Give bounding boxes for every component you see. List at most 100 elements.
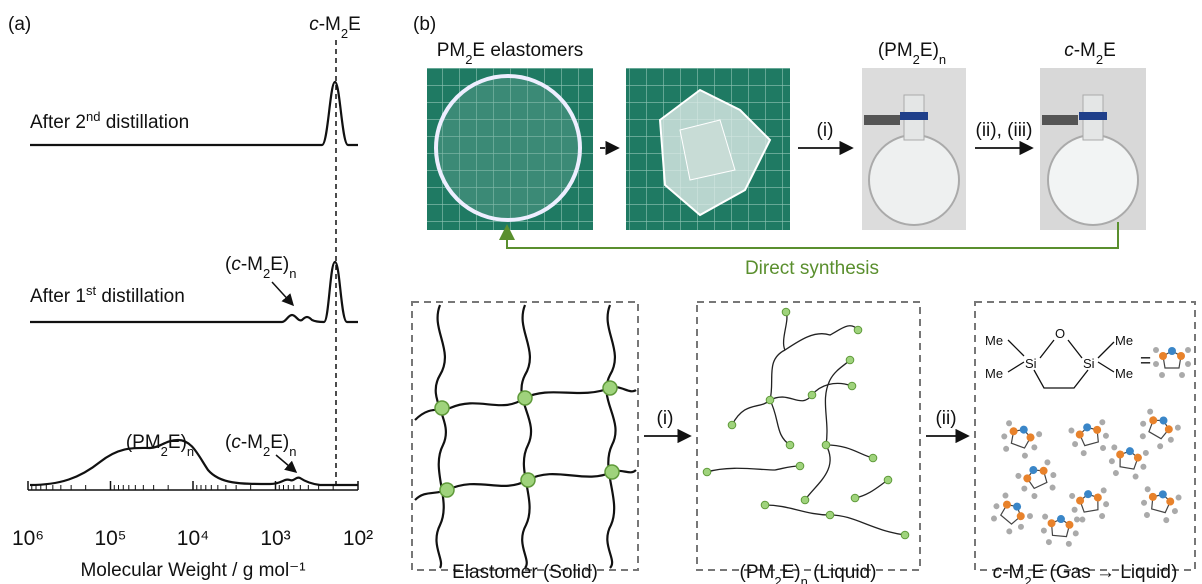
node [703,468,711,476]
hydrogen [1156,442,1164,450]
bonds [1008,340,1114,388]
node [808,391,816,399]
hydrogen [1043,458,1051,466]
panel-label: (a) [8,14,31,35]
hydrogen [1099,419,1106,426]
hydrogen [1179,372,1185,378]
hydrogen [1099,513,1106,520]
monomer [1040,513,1081,547]
hydrogen [1139,420,1147,428]
monomer [1153,347,1191,378]
x-tick-label: 10² [343,527,373,550]
node [782,308,790,316]
hydrogen [992,502,1000,510]
atom [1177,352,1185,360]
annotation: (c-M2E)n [225,432,296,459]
monomers [985,347,1191,548]
node [605,465,619,479]
clamp-ring [1079,112,1107,120]
feedback-arrow [507,222,1118,248]
node [728,421,736,429]
atom [1028,465,1039,476]
crosslinks [435,381,619,497]
hydrogen [1035,430,1043,438]
figure: (a) c-M2E After 2nd distillation (c-M2E)… [0,0,1202,584]
hydrogen [1071,506,1078,513]
monomer [1138,486,1183,526]
hydrogen [1142,449,1149,456]
panel-label: (b) [413,14,436,35]
chain [521,305,531,568]
hydrogen [1171,507,1178,514]
box-label: Elastomer (Solid) [452,562,598,583]
hydrogen [1112,470,1119,477]
atom [1148,492,1158,502]
monomer [1014,458,1062,502]
atom-label: Me [1115,333,1133,348]
atom [1116,450,1125,459]
atom [1022,473,1033,484]
x-tick-label: 10⁶ [12,527,44,550]
node [603,381,617,395]
hydrogen [1108,458,1115,465]
chain [770,400,790,445]
flask [1048,135,1138,225]
box-label: c-M2E (Gas → Liquid) [993,562,1178,584]
monomer [1107,444,1150,481]
hydrogen [1140,499,1147,506]
atom [1008,426,1018,436]
scheme-box [697,302,920,570]
step-label: (ii) [935,408,956,429]
hydrogen [1030,492,1038,500]
hydrogen [1099,444,1106,451]
hydrogen [1143,511,1150,518]
atom [1159,352,1167,360]
photo-label: (PM2E)n [878,40,946,67]
peak-label: c-M2E [309,14,361,41]
hydrogen [1066,541,1073,548]
atom [1092,425,1102,435]
photo-label: c-M2E [1064,40,1116,67]
hydrogen [1071,440,1078,447]
hydrogen [1185,361,1191,367]
molecule-structure: Me Me Si O Si Me Me = [985,326,1151,388]
equals: = [1140,351,1151,372]
hydrogen [1046,539,1053,546]
atom [1158,415,1169,426]
annotation: (c-M2E)n [225,254,296,281]
hydrogen [1049,484,1057,492]
hydrogen [1041,527,1048,534]
chain [805,445,830,500]
network [415,305,636,568]
atom-label: Si [1025,356,1037,371]
hydrogen [1031,444,1039,452]
node [854,326,862,334]
hydrogen [1005,527,1013,535]
flask [869,135,959,225]
chain [825,360,850,445]
chain [606,305,615,568]
box-label: (PM2E)n (Liquid) [740,562,877,584]
atom [1168,347,1176,355]
node [435,401,449,415]
hydrogen [1074,516,1081,523]
feedback-label: Direct synthesis [745,258,879,279]
atom-label: Me [1115,366,1133,381]
atom-label: Me [985,366,1003,381]
step-label: (i) [657,408,674,429]
x-ticks: 10⁶10⁵10⁴10³10² [12,481,373,550]
atom [1011,501,1022,512]
x-axis-title: Molecular Weight / g mol⁻¹ [80,560,305,581]
hydrogen [1001,491,1009,499]
node [521,473,535,487]
node [869,454,877,462]
hydrogen [1111,444,1118,451]
hydrogen [1139,432,1147,440]
step-label: (i) [817,120,834,141]
atom-label: Me [985,333,1003,348]
hydrogen [1073,530,1080,537]
hydrogen [1068,427,1075,434]
hydrogen [1153,347,1159,353]
hydrogen [1005,419,1013,427]
atom [1057,515,1066,524]
